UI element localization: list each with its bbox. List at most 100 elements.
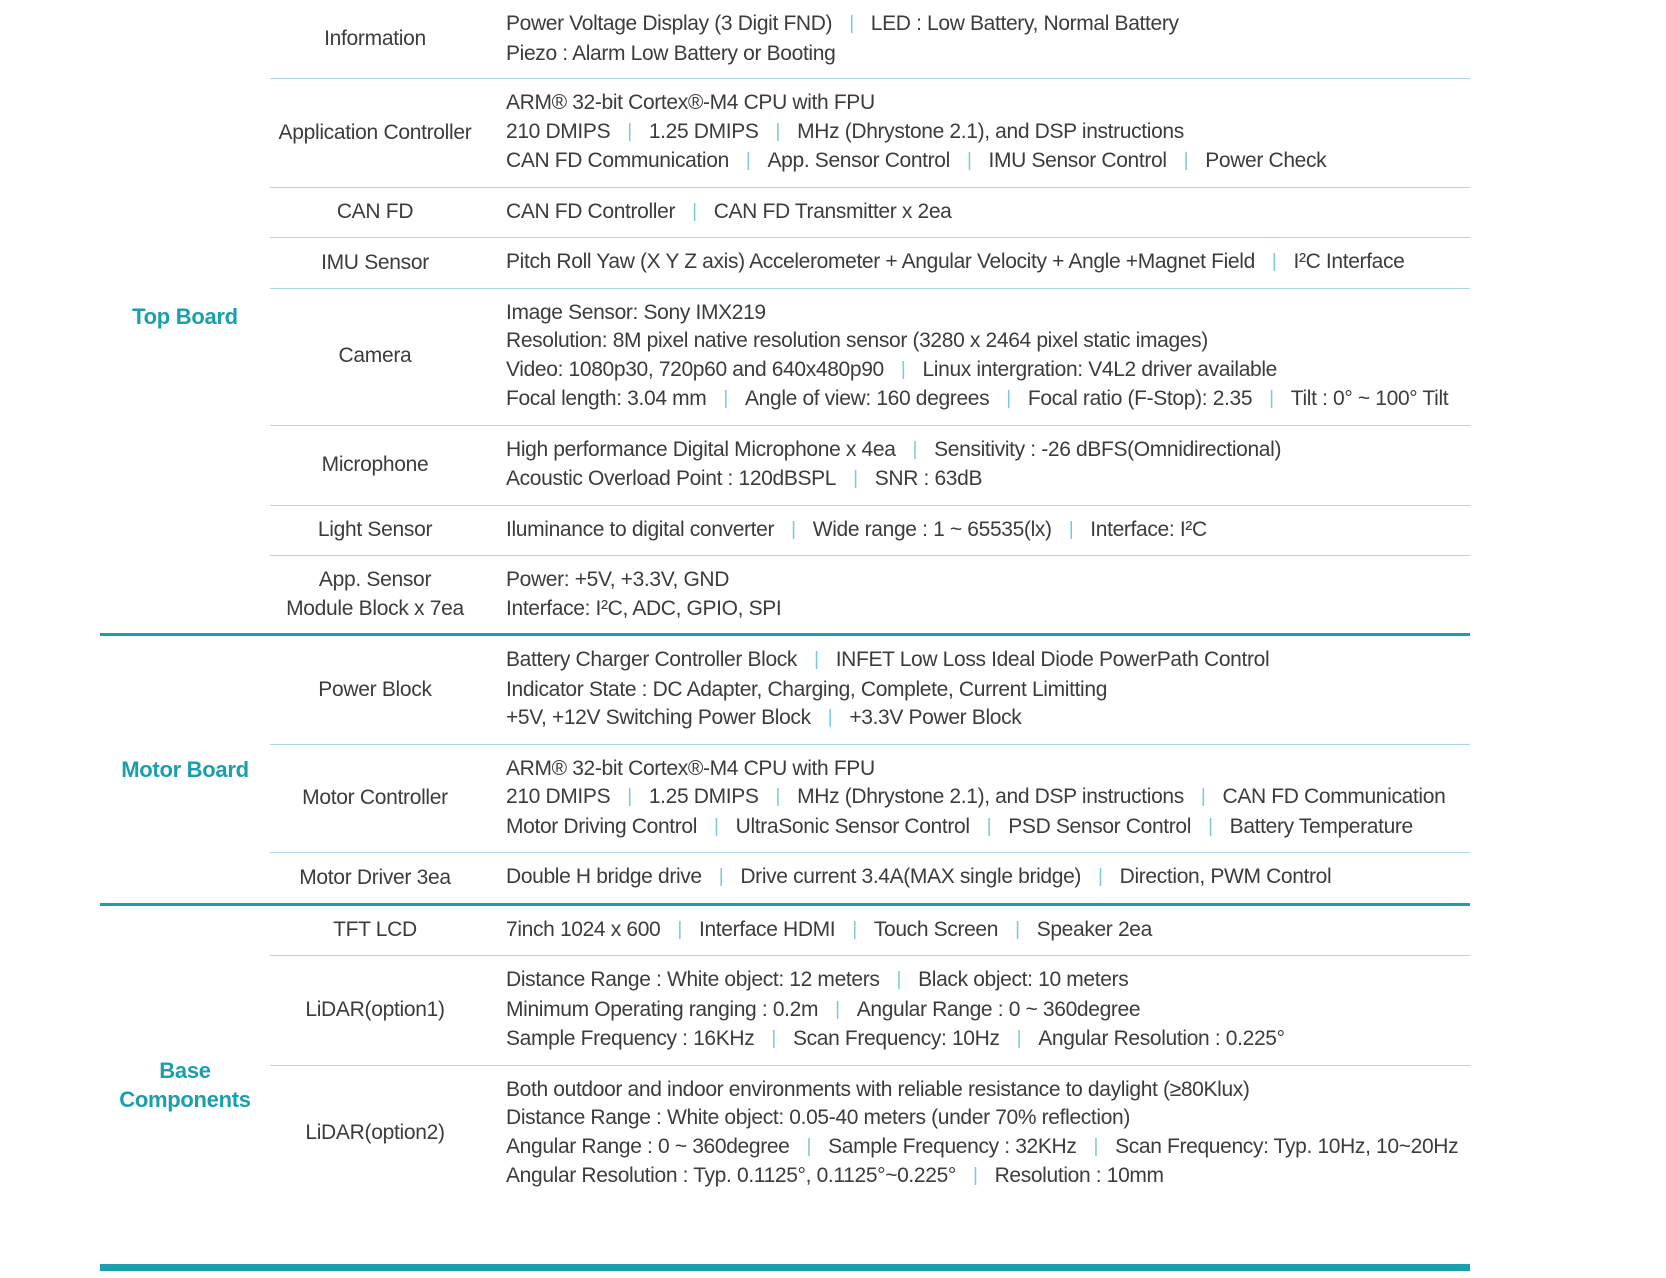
- separator-bar: |: [692, 200, 697, 222]
- separator-bar: |: [791, 518, 796, 540]
- spec-line: Video: 1080p30, 720p60 and 640x480p90 | Li…: [506, 356, 1470, 386]
- row-label-information: Information: [324, 26, 426, 50]
- row-description: CAN FD Controller | CAN FD Transmitter x 2…: [480, 198, 1470, 228]
- spec-row-application-controller: Application Controller ARM® 32-bit Cortex…: [270, 79, 1470, 188]
- section-rows-base-components: TFT LCD 7inch 1024 x 600 | Interface HDMI | T…: [270, 906, 1470, 1264]
- spec-line: Angular Resolution : Typ. 0.1125°, 0.112…: [506, 1162, 1470, 1192]
- spec-line: Distance Range : White object: 12 meters…: [506, 966, 1470, 996]
- spec-text: Battery Temperature: [1229, 814, 1414, 838]
- spec-text: CAN FD Transmitter x 2ea: [713, 199, 952, 223]
- row-description: Image Sensor: Sony IMX219 Resolution: 8M …: [480, 299, 1470, 415]
- spec-text: Power Check: [1205, 149, 1327, 172]
- section-base-components: Base Components TFT LCD 7inch 1024 x 600 | I…: [100, 906, 1470, 1271]
- spec-line: ARM® 32-bit Cortex®-M4 CPU with FPU: [506, 89, 1470, 118]
- spec-text: Focal ratio (F-Stop): 2.35: [1027, 387, 1253, 410]
- spec-text: Acoustic Overload Point : 120dBSPL: [506, 467, 837, 490]
- spec-text: Iluminance to digital converter: [506, 517, 775, 541]
- row-label-motor-driver-3ea: Motor Driver 3ea: [299, 865, 451, 889]
- spec-row-can-fd: CAN FD CAN FD Controller | CAN FD Transmitt…: [270, 188, 1470, 238]
- section-motor-board: Motor Board Power Block Battery Charger Co…: [100, 636, 1470, 906]
- separator-bar: |: [1200, 786, 1206, 807]
- separator-bar: |: [1093, 1135, 1099, 1157]
- spec-text: ARM® 32-bit Cortex®-M4 CPU with FPU: [506, 756, 875, 780]
- spec-line: Image Sensor: Sony IMX219: [506, 299, 1470, 328]
- separator-bar: |: [849, 13, 854, 34]
- separator-bar: |: [827, 707, 833, 728]
- spec-line: ARM® 32-bit Cortex®-M4 CPU with FPU: [506, 755, 1470, 784]
- row-description: Double H bridge drive | Drive current 3.4A…: [480, 863, 1470, 893]
- row-label-imu-sensor: IMU Sensor: [321, 250, 429, 274]
- spec-text: SNR : 63dB: [874, 467, 983, 490]
- spec-text: Direction, PWM Control: [1119, 865, 1332, 888]
- spec-text: 1.25 DMIPS: [648, 785, 759, 808]
- separator-bar: |: [900, 358, 906, 380]
- separator-bar: |: [806, 1135, 812, 1157]
- spec-line: CAN FD Controller | CAN FD Transmitter x 2…: [506, 198, 1470, 228]
- row-label-application-controller: Application Controller: [278, 120, 472, 144]
- spec-line: Pitch Roll Yaw (X Y Z axis) Acceleromete…: [506, 248, 1470, 278]
- spec-line: Interface: I²C, ADC, GPIO, SPI: [506, 595, 1470, 624]
- spec-text: Interface: I²C: [1090, 517, 1207, 541]
- section-top-board: Top Board Information Power Voltage Displa…: [100, 0, 1470, 636]
- spec-line: Iluminance to digital converter | Wide ran…: [506, 516, 1470, 546]
- spec-text: Angular Range : 0 ~ 360degree: [856, 997, 1141, 1021]
- spec-line: Acoustic Overload Point : 120dBSPL | SNR :…: [506, 465, 1470, 495]
- separator-bar: |: [677, 918, 682, 940]
- row-description: Pitch Roll Yaw (X Y Z axis) Acceleromete…: [480, 248, 1470, 278]
- spec-text: Sample Frequency : 16KHz: [506, 1027, 755, 1050]
- spec-line: 210 DMIPS | 1.25 DMIPS | MHz (Dhrystone 2.1)…: [506, 118, 1470, 148]
- row-label-tft-lcd: TFT LCD: [333, 918, 417, 941]
- spec-text: Both outdoor and indoor environments wit…: [506, 1077, 1250, 1101]
- spec-text: Indicator State : DC Adapter, Charging, …: [506, 677, 1108, 701]
- spec-text: +5V, +12V Switching Power Block: [506, 706, 811, 729]
- spec-row-tft-lcd: TFT LCD 7inch 1024 x 600 | Interface HDMI | T…: [270, 906, 1470, 956]
- spec-text: 1.25 DMIPS: [648, 119, 759, 143]
- separator-bar: |: [896, 969, 902, 990]
- separator-bar: |: [627, 786, 632, 807]
- separator-bar: |: [775, 786, 781, 807]
- spec-row-power-block: Power Block Battery Charger Controller Bl…: [270, 636, 1470, 745]
- spec-text: 210 DMIPS: [506, 119, 611, 143]
- spec-text: Angular Resolution : 0.225°: [1038, 1027, 1285, 1050]
- separator-bar: |: [1015, 918, 1020, 940]
- spec-line: 210 DMIPS | 1.25 DMIPS | MHz (Dhrystone 2.1)…: [506, 783, 1470, 813]
- spec-row-app-sensor-module-block-x-7ea: App. Sensor Module Block x 7ea Power: +5V,…: [270, 556, 1470, 633]
- spec-text: Scan Frequency: 10Hz: [792, 1027, 1000, 1050]
- spec-line: +5V, +12V Switching Power Block | +3.3V Po…: [506, 704, 1470, 734]
- spec-text: Focal length: 3.04 mm: [506, 387, 707, 410]
- spec-line: Power Voltage Display (3 Digit FND) | LED …: [506, 10, 1470, 40]
- spec-text: LED : Low Battery, Normal Battery: [870, 12, 1179, 35]
- row-description: Power: +5V, +3.3V, GND Interface: I²C, AD…: [480, 566, 1470, 623]
- spec-text: Drive current 3.4A(MAX single bridge): [740, 865, 1082, 888]
- spec-text: Sensitivity : -26 dBFS(Omnidirectional): [934, 437, 1282, 461]
- spec-text: PSD Sensor Control: [1008, 814, 1192, 838]
- row-label-can-fd: CAN FD: [336, 200, 414, 223]
- spec-text: 210 DMIPS: [506, 785, 611, 808]
- spec-line: Focal length: 3.04 mm | Angle of view: 160…: [506, 385, 1470, 415]
- spec-line: Double H bridge drive | Drive current 3.4A…: [506, 863, 1470, 893]
- spec-text: Tilt : 0° ~ 100° Tilt: [1290, 387, 1449, 410]
- spec-text: ARM® 32-bit Cortex®-M4 CPU with FPU: [506, 91, 875, 114]
- separator-bar: |: [852, 918, 857, 940]
- separator-bar: |: [1183, 150, 1189, 171]
- separator-bar: |: [1016, 1028, 1022, 1049]
- separator-bar: |: [718, 866, 724, 887]
- row-description: ARM® 32-bit Cortex®-M4 CPU with FPU 210 D…: [480, 755, 1470, 843]
- spec-line: Sample Frequency : 16KHz | Scan Frequency:…: [506, 1025, 1470, 1055]
- separator-bar: |: [1098, 866, 1103, 887]
- separator-bar: |: [814, 649, 819, 670]
- spec-text: App. Sensor Control: [767, 149, 951, 172]
- spec-line: Battery Charger Controller Block | INFET L…: [506, 646, 1470, 676]
- spec-text: Black object: 10 meters: [918, 968, 1129, 991]
- spec-line: Indicator State : DC Adapter, Charging, …: [506, 676, 1470, 705]
- spec-text: INFET Low Loss Ideal Diode PowerPath Con…: [835, 648, 1270, 671]
- spec-row-microphone: Microphone High performance Digital Micro…: [270, 426, 1470, 506]
- separator-bar: |: [1006, 388, 1011, 409]
- spec-row-light-sensor: Light Sensor Iluminance to digital conver…: [270, 506, 1470, 556]
- spec-line: Both outdoor and indoor environments wit…: [506, 1076, 1470, 1105]
- spec-line: Resolution: 8M pixel native resolution s…: [506, 327, 1470, 356]
- spec-text: UltraSonic Sensor Control: [735, 814, 970, 838]
- spec-text: 7inch 1024 x 600: [506, 917, 661, 941]
- separator-bar: |: [1208, 815, 1213, 837]
